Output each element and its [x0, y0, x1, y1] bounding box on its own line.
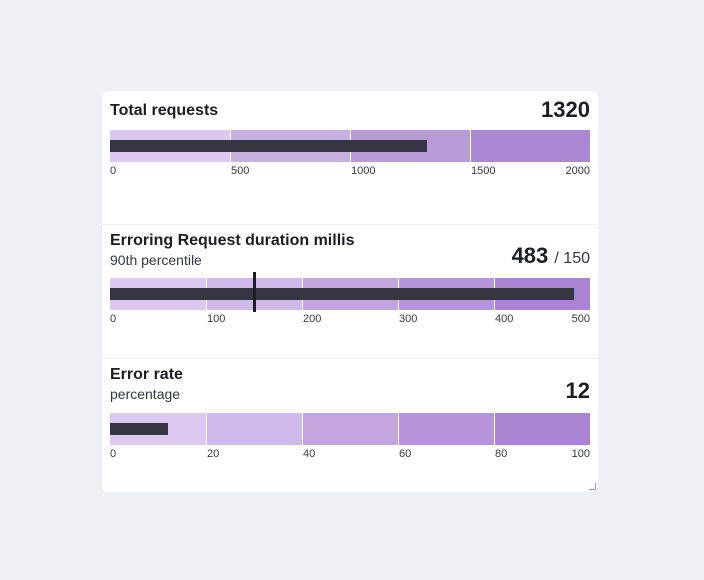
- chart-value: 1320: [541, 97, 590, 123]
- tick-label: 400: [495, 313, 514, 325]
- tick-label: 60: [399, 448, 412, 460]
- target-label: / 150: [554, 250, 590, 267]
- tick-label: 300: [399, 313, 418, 325]
- value-label: 12: [565, 378, 590, 403]
- tick-label: 0: [110, 448, 117, 460]
- chart-subtitle: percentage: [110, 386, 181, 402]
- range-band: [303, 413, 398, 445]
- chart-subtitle: 90th percentile: [110, 252, 202, 268]
- tick-label: 100: [207, 313, 226, 325]
- chart-value: 12: [566, 378, 590, 404]
- chart-title: Erroring Request duration millis: [110, 232, 355, 249]
- value-label: 483: [511, 243, 549, 268]
- value-bar: [110, 140, 427, 152]
- tick-label: 40: [303, 448, 316, 460]
- tick-label: 100: [571, 448, 590, 460]
- tick-label: 1000: [351, 165, 376, 177]
- range-band: [495, 413, 590, 445]
- tick-label: 1500: [471, 165, 496, 177]
- resize-handle[interactable]: [589, 483, 596, 490]
- target-marker: [253, 272, 256, 312]
- chart-title: Total requests: [110, 102, 219, 119]
- range-band: [207, 413, 302, 445]
- tick-label: 2000: [565, 165, 590, 177]
- chart-value: 483 / 150: [512, 243, 590, 269]
- value-label: 1320: [541, 97, 590, 122]
- bullet-chart: 0 100 200 300 400 500: [110, 272, 590, 338]
- bullet-chart: 0 500 1000 1500 2000: [110, 130, 590, 190]
- bullet-request-duration: Erroring Request duration millis 90th pe…: [102, 225, 598, 359]
- tick-label: 500: [231, 165, 250, 177]
- tick-label: 80: [495, 448, 508, 460]
- value-bar: [110, 423, 168, 435]
- tick-label: 500: [571, 313, 590, 325]
- bullet-total-requests: Total requests 1320 0 500 1000 1500 2000: [102, 91, 598, 225]
- bullet-error-rate: Error rate percentage 12 0 20 40 60 80 100: [102, 358, 598, 491]
- tick-label: 0: [110, 165, 117, 177]
- tick-label: 0: [110, 313, 117, 325]
- chart-title: Error rate: [110, 366, 183, 383]
- tick-label: 200: [303, 313, 322, 325]
- value-bar: [110, 288, 574, 300]
- tick-label: 20: [207, 448, 220, 460]
- range-band: [399, 413, 494, 445]
- range-band: [471, 130, 590, 162]
- bullet-chart: 0 20 40 60 80 100: [110, 413, 590, 473]
- bullet-charts-panel: Total requests 1320 0 500 1000 1500 2000 Err…: [102, 91, 598, 492]
